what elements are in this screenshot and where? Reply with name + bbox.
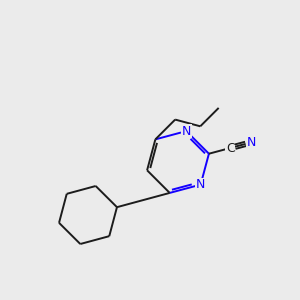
Text: N: N xyxy=(182,124,191,138)
Text: C: C xyxy=(226,142,235,154)
Text: N: N xyxy=(196,178,205,191)
Text: N: N xyxy=(247,136,256,149)
